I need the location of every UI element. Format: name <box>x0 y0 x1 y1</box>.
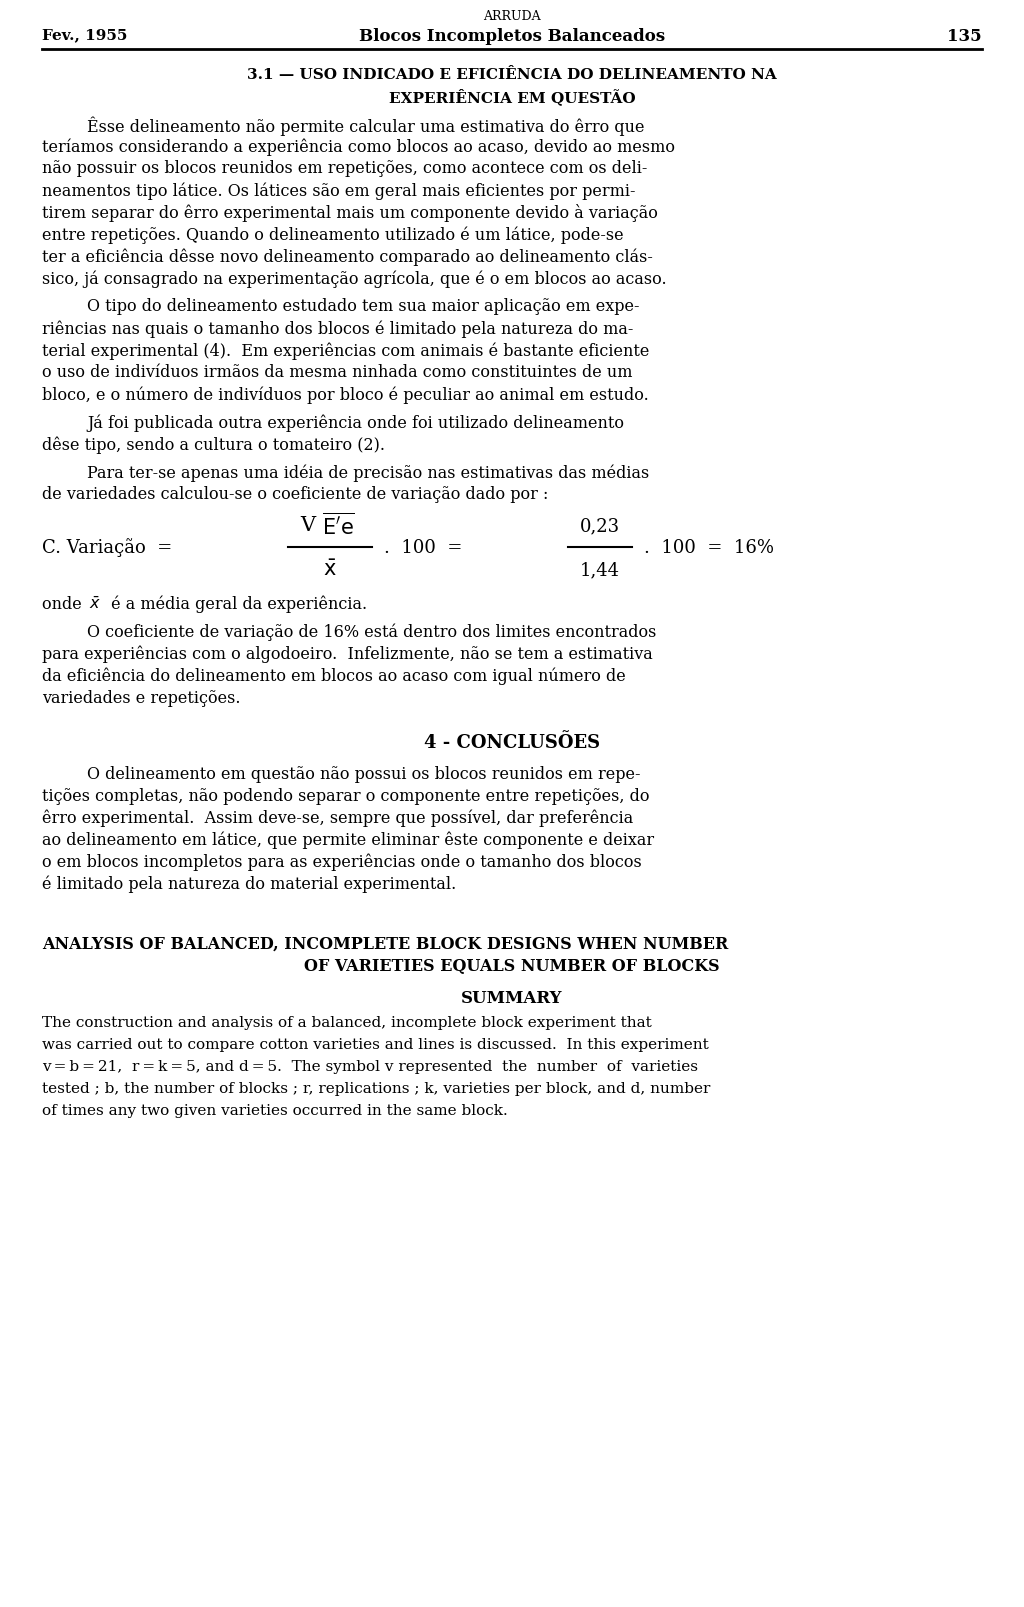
Text: Para ter-se apenas uma idéia de precisão nas estimativas das médias: Para ter-se apenas uma idéia de precisão… <box>87 464 649 480</box>
Text: tições completas, não podendo separar o componente entre repetições, do: tições completas, não podendo separar o … <box>42 787 649 805</box>
Text: de variedades calculou-se o coeficiente de variação dado por :: de variedades calculou-se o coeficiente … <box>42 485 549 503</box>
Text: terial experimental (4).  Em experiências com animais é bastante eficiente: terial experimental (4). Em experiências… <box>42 342 649 360</box>
Text: é a média geral da experiência.: é a média geral da experiência. <box>106 596 368 614</box>
Text: .  100  =: . 100 = <box>384 538 463 556</box>
Text: 3.1 — USO INDICADO E EFICIÊNCIA DO DELINEAMENTO NA: 3.1 — USO INDICADO E EFICIÊNCIA DO DELIN… <box>247 67 777 82</box>
Text: C. Variação  =: C. Variação = <box>42 538 172 558</box>
Text: variedades e repetições.: variedades e repetições. <box>42 689 241 707</box>
Text: $\bar{\mathrm{x}}$: $\bar{\mathrm{x}}$ <box>324 559 337 580</box>
Text: é limitado pela natureza do material experimental.: é limitado pela natureza do material exp… <box>42 876 457 893</box>
Text: 135: 135 <box>947 27 982 45</box>
Text: ANALYSIS OF BALANCED, INCOMPLETE BLOCK DESIGNS WHEN NUMBER: ANALYSIS OF BALANCED, INCOMPLETE BLOCK D… <box>42 935 728 953</box>
Text: V: V <box>300 516 315 535</box>
Text: dêse tipo, sendo a cultura o tomateiro (2).: dêse tipo, sendo a cultura o tomateiro (… <box>42 435 385 453</box>
Text: EXPERIÊNCIA EM QUESTÃO: EXPERIÊNCIA EM QUESTÃO <box>389 88 635 104</box>
Text: O tipo do delineamento estudado tem sua maior aplicação em expe-: O tipo do delineamento estudado tem sua … <box>87 297 640 315</box>
Text: Blocos Incompletos Balanceados: Blocos Incompletos Balanceados <box>359 27 665 45</box>
Text: ao delineamento em látice, que permite eliminar êste componente e deixar: ao delineamento em látice, que permite e… <box>42 831 654 848</box>
Text: 1,44: 1,44 <box>580 561 620 579</box>
Text: neamentos tipo látice. Os látices são em geral mais eficientes por permi-: neamentos tipo látice. Os látices são em… <box>42 182 636 199</box>
Text: .  100  =  16%: . 100 = 16% <box>644 538 774 556</box>
Text: 0,23: 0,23 <box>580 517 621 535</box>
Text: entre repetições. Quando o delineamento utilizado é um látice, pode-se: entre repetições. Quando o delineamento … <box>42 227 624 243</box>
Text: Fev., 1955: Fev., 1955 <box>42 27 127 42</box>
Text: Êsse delineamento não permite calcular uma estimativa do êrro que: Êsse delineamento não permite calcular u… <box>87 116 644 135</box>
Text: 4 - CONCLUSÕES: 4 - CONCLUSÕES <box>424 733 600 752</box>
Text: SUMMARY: SUMMARY <box>461 990 563 1006</box>
Text: ter a eficiência dêsse novo delineamento comparado ao delineamento clás-: ter a eficiência dêsse novo delineamento… <box>42 247 653 265</box>
Text: O delineamento em questão não possui os blocos reunidos em repe-: O delineamento em questão não possui os … <box>87 765 640 783</box>
Text: tested ; b, the number of blocks ; r, replications ; k, varieties per block, and: tested ; b, the number of blocks ; r, re… <box>42 1082 711 1096</box>
Text: tirem separar do êrro experimental mais um componente devido à variação: tirem separar do êrro experimental mais … <box>42 204 657 222</box>
Text: onde: onde <box>42 596 87 612</box>
Text: Já foi publicada outra experiência onde foi utilizado delineamento: Já foi publicada outra experiência onde … <box>87 413 624 431</box>
Text: bloco, e o número de indivíduos por bloco é peculiar ao animal em estudo.: bloco, e o número de indivíduos por bloc… <box>42 386 649 403</box>
Text: $\overline{\mathrm{E'e}}$: $\overline{\mathrm{E'e}}$ <box>322 513 355 538</box>
Text: não possuir os blocos reunidos em repetições, como acontece com os deli-: não possuir os blocos reunidos em repeti… <box>42 161 647 177</box>
Text: OF VARIETIES EQUALS NUMBER OF BLOCKS: OF VARIETIES EQUALS NUMBER OF BLOCKS <box>304 958 720 974</box>
Text: O coeficiente de variação de 16% está dentro dos limites encontrados: O coeficiente de variação de 16% está de… <box>87 624 656 641</box>
Text: o em blocos incompletos para as experiências onde o tamanho dos blocos: o em blocos incompletos para as experiên… <box>42 853 642 871</box>
Text: $\bar{x}$: $\bar{x}$ <box>89 596 101 612</box>
Text: was carried out to compare cotton varieties and lines is discussed.  In this exp: was carried out to compare cotton variet… <box>42 1038 709 1051</box>
Text: sico, já consagrado na experimentação agrícola, que é o em blocos ao acaso.: sico, já consagrado na experimentação ag… <box>42 270 667 288</box>
Text: o uso de indivíduos irmãos da mesma ninhada como constituintes de um: o uso de indivíduos irmãos da mesma ninh… <box>42 363 633 381</box>
Text: para experiências com o algodoeiro.  Infelizmente, não se tem a estimativa: para experiências com o algodoeiro. Infe… <box>42 646 652 664</box>
Text: êrro experimental.  Assim deve-se, sempre que possível, dar preferência: êrro experimental. Assim deve-se, sempre… <box>42 810 633 828</box>
Text: The construction and analysis of a balanced, incomplete block experiment that: The construction and analysis of a balan… <box>42 1016 651 1030</box>
Text: riências nas quais o tamanho dos blocos é limitado pela natureza do ma-: riências nas quais o tamanho dos blocos … <box>42 320 634 337</box>
Text: da eficiência do delineamento em blocos ao acaso com igual número de: da eficiência do delineamento em blocos … <box>42 667 626 685</box>
Text: ARRUDA: ARRUDA <box>483 10 541 22</box>
Text: teríamos considerando a experiência como blocos ao acaso, devido ao mesmo: teríamos considerando a experiência como… <box>42 138 675 156</box>
Text: v = b = 21,  r = k = 5, and d = 5.  The symbol v represented  the  number  of  v: v = b = 21, r = k = 5, and d = 5. The sy… <box>42 1059 698 1073</box>
Text: of times any two given varieties occurred in the same block.: of times any two given varieties occurre… <box>42 1104 508 1117</box>
